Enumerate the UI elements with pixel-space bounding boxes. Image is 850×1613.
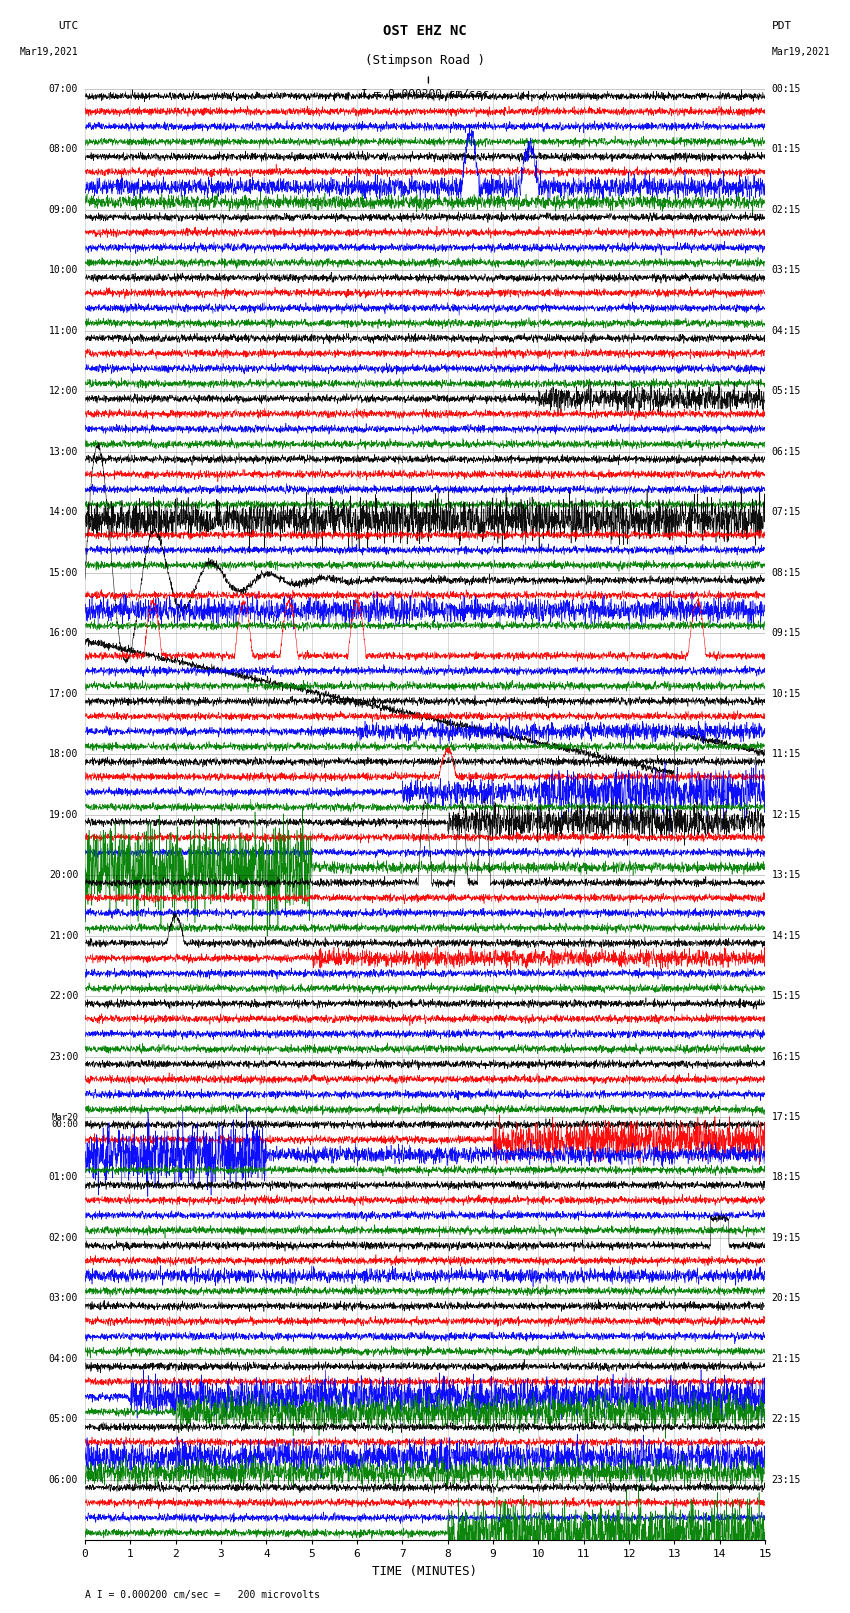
Text: 07:00: 07:00: [48, 84, 78, 94]
Text: 09:00: 09:00: [48, 205, 78, 215]
Text: 23:00: 23:00: [48, 1052, 78, 1061]
Text: I = 0.000200 cm/sec: I = 0.000200 cm/sec: [361, 89, 489, 98]
Text: 13:15: 13:15: [772, 869, 802, 881]
Text: 11:15: 11:15: [772, 748, 802, 760]
Text: 09:15: 09:15: [772, 627, 802, 639]
Text: 22:00: 22:00: [48, 990, 78, 1002]
Text: 19:00: 19:00: [48, 810, 78, 819]
Text: 12:15: 12:15: [772, 810, 802, 819]
Text: 22:15: 22:15: [772, 1415, 802, 1424]
Text: 00:00: 00:00: [51, 1119, 78, 1129]
Text: 15:15: 15:15: [772, 990, 802, 1002]
X-axis label: TIME (MINUTES): TIME (MINUTES): [372, 1565, 478, 1578]
Text: A I = 0.000200 cm/sec =   200 microvolts: A I = 0.000200 cm/sec = 200 microvolts: [85, 1590, 320, 1600]
Text: 21:15: 21:15: [772, 1353, 802, 1365]
Text: (Stimpson Road ): (Stimpson Road ): [365, 53, 485, 68]
Text: 17:00: 17:00: [48, 689, 78, 698]
Text: 02:15: 02:15: [772, 205, 802, 215]
Text: Mar20: Mar20: [51, 1113, 78, 1121]
Text: 23:15: 23:15: [772, 1474, 802, 1486]
Text: 18:00: 18:00: [48, 748, 78, 760]
Text: 10:15: 10:15: [772, 689, 802, 698]
Text: 06:15: 06:15: [772, 447, 802, 456]
Text: 00:15: 00:15: [772, 84, 802, 94]
Text: 18:15: 18:15: [772, 1173, 802, 1182]
Text: 14:00: 14:00: [48, 506, 78, 518]
Text: 06:00: 06:00: [48, 1474, 78, 1486]
Text: 19:15: 19:15: [772, 1232, 802, 1244]
Text: 12:00: 12:00: [48, 386, 78, 397]
Text: PDT: PDT: [772, 21, 792, 31]
Text: 08:00: 08:00: [48, 144, 78, 155]
Text: 10:00: 10:00: [48, 265, 78, 276]
Text: 21:00: 21:00: [48, 931, 78, 940]
Text: UTC: UTC: [58, 21, 78, 31]
Text: 03:00: 03:00: [48, 1294, 78, 1303]
Text: 20:15: 20:15: [772, 1294, 802, 1303]
Text: 16:00: 16:00: [48, 627, 78, 639]
Text: 01:00: 01:00: [48, 1173, 78, 1182]
Text: 16:15: 16:15: [772, 1052, 802, 1061]
Text: 08:15: 08:15: [772, 568, 802, 577]
Text: 05:15: 05:15: [772, 386, 802, 397]
Text: 20:00: 20:00: [48, 869, 78, 881]
Text: 01:15: 01:15: [772, 144, 802, 155]
Text: 07:15: 07:15: [772, 506, 802, 518]
Text: 15:00: 15:00: [48, 568, 78, 577]
Text: OST EHZ NC: OST EHZ NC: [383, 24, 467, 39]
Text: 04:00: 04:00: [48, 1353, 78, 1365]
Text: 03:15: 03:15: [772, 265, 802, 276]
Text: 13:00: 13:00: [48, 447, 78, 456]
Text: Mar19,2021: Mar19,2021: [772, 47, 830, 56]
Text: 17:15: 17:15: [772, 1111, 802, 1123]
Text: 05:00: 05:00: [48, 1415, 78, 1424]
Text: 04:15: 04:15: [772, 326, 802, 336]
Text: 11:00: 11:00: [48, 326, 78, 336]
Text: 02:00: 02:00: [48, 1232, 78, 1244]
Text: Mar19,2021: Mar19,2021: [20, 47, 78, 56]
Text: 14:15: 14:15: [772, 931, 802, 940]
